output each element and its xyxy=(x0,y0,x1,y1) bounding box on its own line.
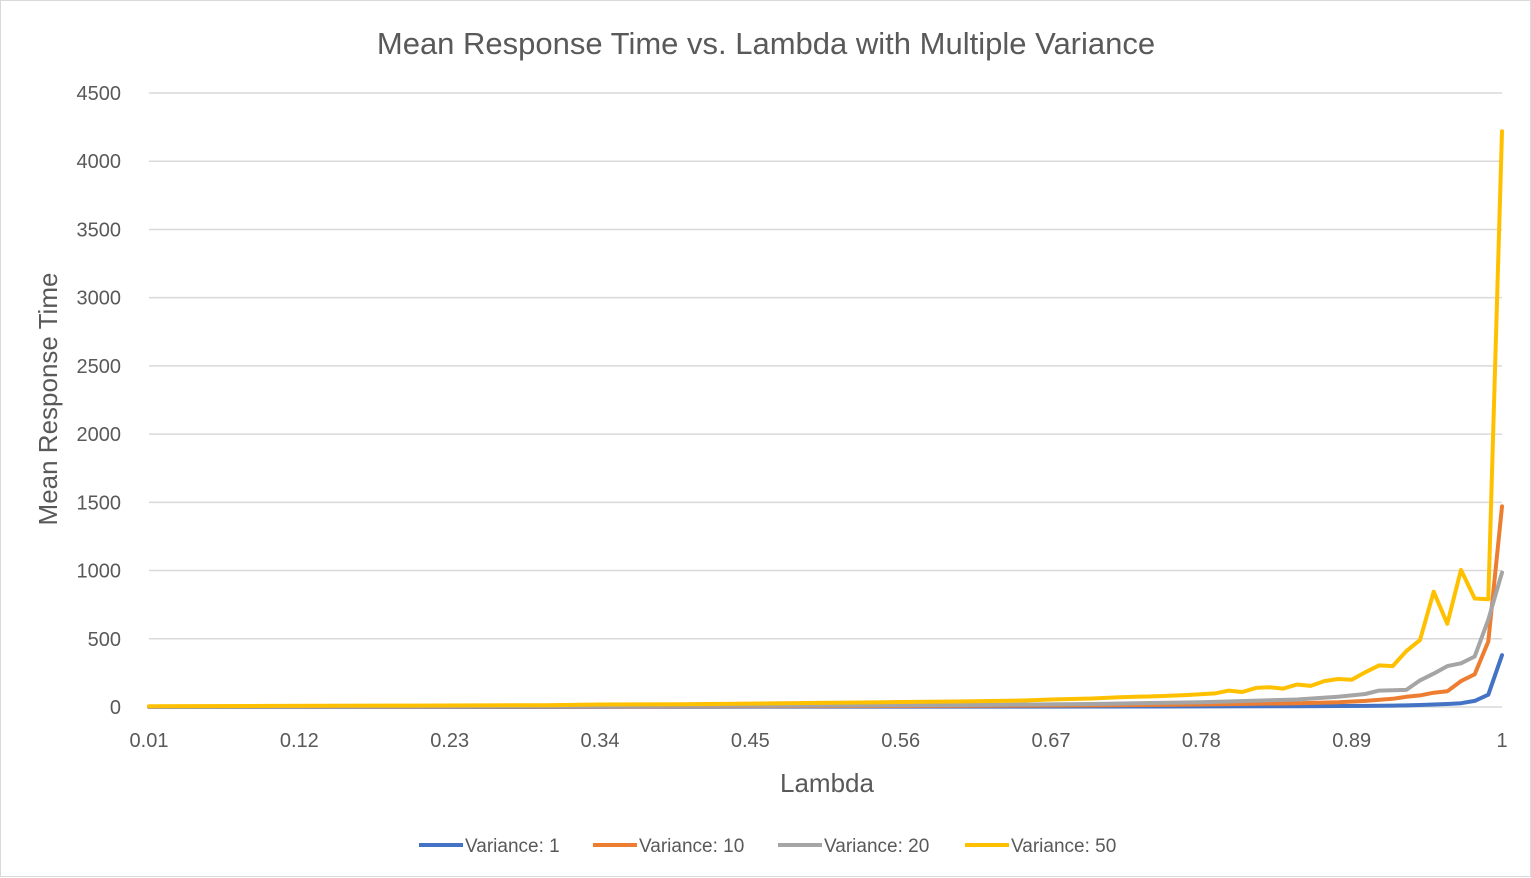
gridlines xyxy=(149,92,1502,708)
y-tick-label: 2000 xyxy=(77,424,122,446)
y-axis-ticks: 0 500 1000 1500 2000 2500 3000 3500 4000 4500 xyxy=(77,83,122,719)
series-lines xyxy=(147,129,1504,709)
y-tick-label: 4500 xyxy=(77,83,122,105)
x-axis-title: Lambda xyxy=(780,768,874,798)
x-tick-label: 0.34 xyxy=(581,730,620,752)
y-tick-label: 3500 xyxy=(77,219,122,241)
x-tick-label: 0.67 xyxy=(1032,730,1071,752)
y-tick-label: 3000 xyxy=(77,288,122,310)
y-axis-title: Mean Response Time xyxy=(33,273,63,526)
x-tick-label: 0.01 xyxy=(130,730,169,752)
y-tick-label: 500 xyxy=(88,629,121,651)
x-tick-label: 0.89 xyxy=(1332,730,1371,752)
x-tick-label: 0.12 xyxy=(280,730,319,752)
y-tick-label: 4000 xyxy=(77,151,122,173)
legend-label: Variance: 20 xyxy=(824,836,929,857)
chart-title: Mean Response Time vs. Lambda with Multi… xyxy=(377,26,1155,61)
x-tick-label: 0.45 xyxy=(731,730,770,752)
x-tick-label: 1 xyxy=(1496,730,1507,752)
y-tick-label: 1500 xyxy=(77,492,122,514)
legend: Variance: 1 Variance: 10 Variance: 20 Varia… xyxy=(419,836,1116,857)
series-line-4 xyxy=(147,129,1504,709)
legend-label: Variance: 10 xyxy=(639,836,744,857)
y-tick-label: 2500 xyxy=(77,356,122,378)
x-tick-label: 0.56 xyxy=(881,730,920,752)
y-tick-label: 0 xyxy=(110,697,121,719)
y-tick-label: 1000 xyxy=(77,561,122,583)
x-tick-label: 0.78 xyxy=(1182,730,1221,752)
x-axis-ticks: 0.01 0.12 0.23 0.34 0.45 0.56 0.67 0.78 0.89 1 xyxy=(130,730,1508,752)
legend-label: Variance: 1 xyxy=(465,836,560,857)
series-line-3 xyxy=(147,570,1504,709)
x-tick-label: 0.23 xyxy=(430,730,469,752)
legend-label: Variance: 50 xyxy=(1011,836,1116,857)
series-line-2 xyxy=(147,504,1504,709)
